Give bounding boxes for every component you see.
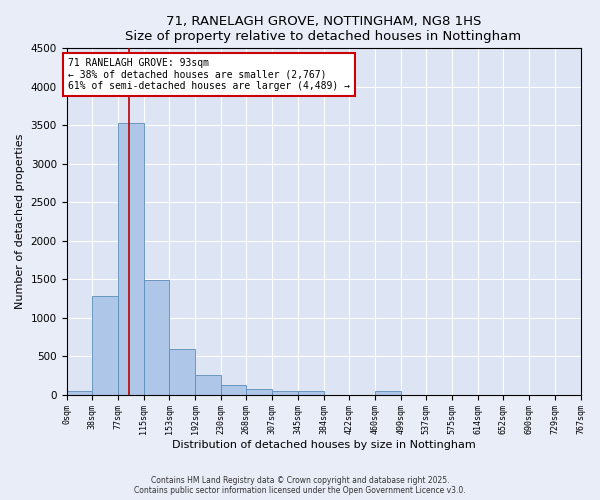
Bar [195, 376, 221, 394]
Bar [67, 391, 92, 394]
Bar [272, 391, 298, 394]
Bar [143, 280, 169, 394]
Bar [298, 391, 324, 394]
Bar [246, 388, 272, 394]
Bar [221, 386, 246, 394]
Text: Contains HM Land Registry data © Crown copyright and database right 2025.
Contai: Contains HM Land Registry data © Crown c… [134, 476, 466, 495]
Text: 71 RANELAGH GROVE: 93sqm
← 38% of detached houses are smaller (2,767)
61% of sem: 71 RANELAGH GROVE: 93sqm ← 38% of detach… [68, 58, 350, 91]
Y-axis label: Number of detached properties: Number of detached properties [15, 134, 25, 309]
Bar [92, 296, 118, 394]
Bar [375, 391, 401, 394]
Bar [169, 348, 195, 395]
Title: 71, RANELAGH GROVE, NOTTINGHAM, NG8 1HS
Size of property relative to detached ho: 71, RANELAGH GROVE, NOTTINGHAM, NG8 1HS … [125, 15, 521, 43]
X-axis label: Distribution of detached houses by size in Nottingham: Distribution of detached houses by size … [172, 440, 475, 450]
Bar [118, 123, 143, 394]
